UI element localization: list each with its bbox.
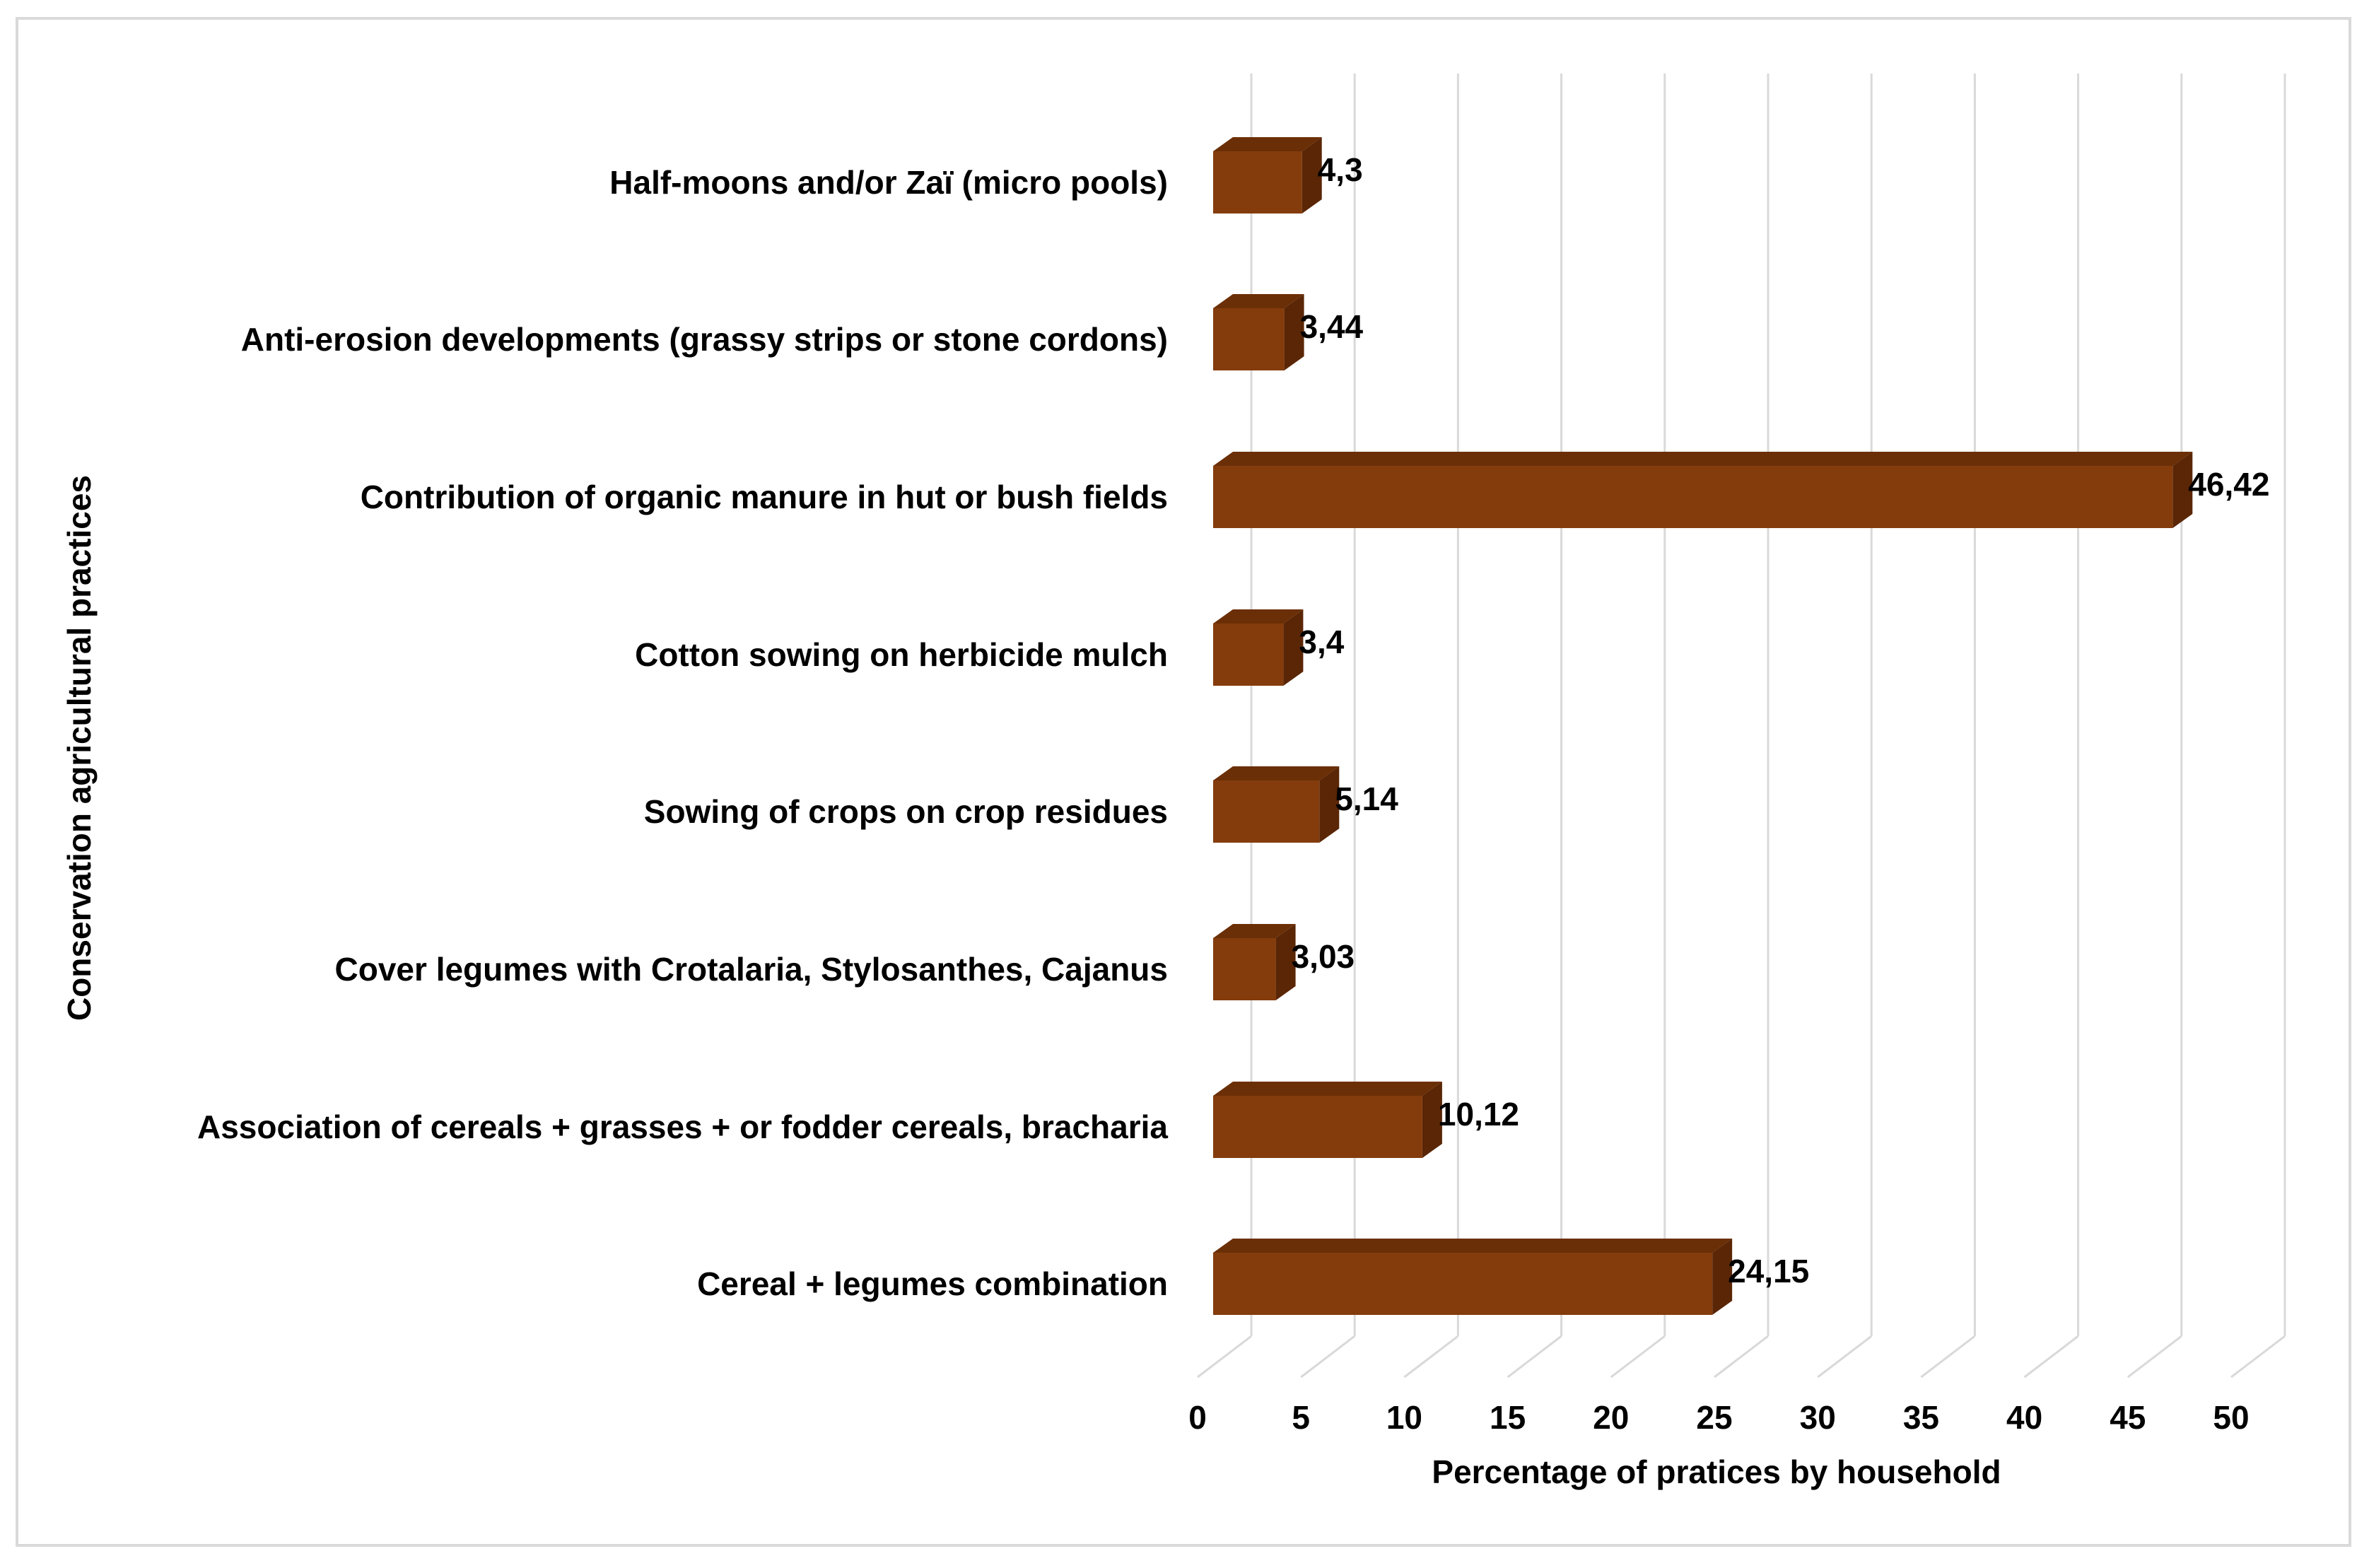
gridlines xyxy=(1197,74,2286,1379)
x-tick-label: 0 xyxy=(1188,1399,1207,1436)
data-label: 3,4 xyxy=(1299,624,1344,660)
category-label: Anti-erosion developments (grassy strips… xyxy=(241,321,1168,358)
bar-top-face xyxy=(1213,766,1340,780)
floor-gridline-0 xyxy=(1197,1335,1252,1379)
bar-front-face xyxy=(1213,1253,1713,1315)
bars xyxy=(1213,137,2193,1315)
bar-front-face xyxy=(1213,780,1320,843)
bar-side-face xyxy=(1712,1239,1733,1315)
bar xyxy=(1213,609,1304,686)
floor-gridline-50 xyxy=(2230,1335,2286,1379)
bar-side-face xyxy=(1319,766,1340,843)
bar-front-face xyxy=(1213,308,1285,370)
data-label: 10,12 xyxy=(1438,1096,1519,1133)
bar-front-face xyxy=(1213,151,1302,213)
category-label: Cereal + legumes combination xyxy=(697,1265,1168,1302)
x-tick-label: 10 xyxy=(1386,1399,1422,1436)
bar xyxy=(1213,1082,1442,1158)
bar-side-face xyxy=(1283,609,1304,686)
x-tick-labels: 0 5 10 15 20 25 30 35 40 45 50 xyxy=(1188,1399,2249,1436)
bar xyxy=(1213,766,1340,843)
bar-top-face xyxy=(1213,294,1304,308)
floor-gridline-35 xyxy=(1920,1335,1976,1379)
bar xyxy=(1213,1239,1733,1315)
bar-side-face xyxy=(1275,924,1296,1000)
category-label: Cotton sowing on herbicide mulch xyxy=(635,636,1168,673)
x-tick-label: 35 xyxy=(1903,1399,1939,1436)
bar xyxy=(1213,924,1296,1000)
floor-gridline-15 xyxy=(1507,1335,1562,1379)
data-label: 24,15 xyxy=(1728,1253,1809,1289)
category-label: Association of cereals + grasses + or fo… xyxy=(197,1108,1168,1145)
bar-front-face xyxy=(1213,1096,1422,1158)
data-label: 46,42 xyxy=(2188,466,2269,503)
bar xyxy=(1213,452,2193,528)
y-axis-title: Conservation agricultural practices xyxy=(61,475,98,1021)
category-label: Contribution of organic manure in hut or… xyxy=(361,479,1168,515)
x-tick-label: 25 xyxy=(1696,1399,1732,1436)
floor-gridline-30 xyxy=(1817,1335,1873,1379)
x-tick-label: 30 xyxy=(1800,1399,1836,1436)
x-axis-title: Percentage of pratices by household xyxy=(1432,1453,2001,1490)
data-label: 3,03 xyxy=(1292,938,1355,975)
bar-top-face xyxy=(1213,452,2193,466)
data-labels: 4,3 3,44 46,42 3,4 5,14 3,03 10,12 24,15 xyxy=(1292,151,2270,1289)
data-label: 4,3 xyxy=(1318,151,1363,188)
bar-top-face xyxy=(1213,137,1322,151)
category-label: Cover legumes with Crotalaria, Stylosant… xyxy=(335,951,1168,988)
x-tick-label: 45 xyxy=(2110,1399,2146,1436)
data-label: 3,44 xyxy=(1300,308,1364,345)
bar-side-face xyxy=(1284,294,1304,370)
bar-side-face xyxy=(1302,137,1322,213)
x-tick-label: 15 xyxy=(1490,1399,1526,1436)
bar-side-face xyxy=(2172,452,2193,528)
chart-frame xyxy=(16,17,2351,1547)
bar xyxy=(1213,137,1322,213)
bar-front-face xyxy=(1213,938,1276,1000)
category-label: Sowing of crops on crop residues xyxy=(644,793,1168,830)
bar-side-face xyxy=(1422,1082,1442,1158)
bar-top-face xyxy=(1213,609,1304,624)
floor-gridline-20 xyxy=(1610,1335,1666,1379)
floor-gridline-10 xyxy=(1403,1335,1459,1379)
bar-top-face xyxy=(1213,924,1296,938)
x-tick-label: 5 xyxy=(1292,1399,1310,1436)
floor-gridline-40 xyxy=(2023,1335,2079,1379)
x-tick-label: 50 xyxy=(2213,1399,2249,1436)
floor-gridline-25 xyxy=(1714,1335,1769,1379)
bar-front-face xyxy=(1213,624,1284,686)
bar xyxy=(1213,294,1304,370)
floor-gridline-45 xyxy=(2127,1335,2182,1379)
floor-gridline-5 xyxy=(1300,1335,1356,1379)
bar-top-face xyxy=(1213,1082,1442,1096)
category-label: Half-moons and/or Zaï (micro pools) xyxy=(609,164,1168,201)
data-label: 5,14 xyxy=(1335,780,1398,817)
x-tick-label: 20 xyxy=(1593,1399,1629,1436)
x-tick-label: 40 xyxy=(2006,1399,2042,1436)
category-labels: Half-moons and/or Zaï (micro pools) Anti-… xyxy=(197,164,1168,1302)
bar-front-face xyxy=(1213,466,2173,528)
bar-top-face xyxy=(1213,1239,1733,1253)
